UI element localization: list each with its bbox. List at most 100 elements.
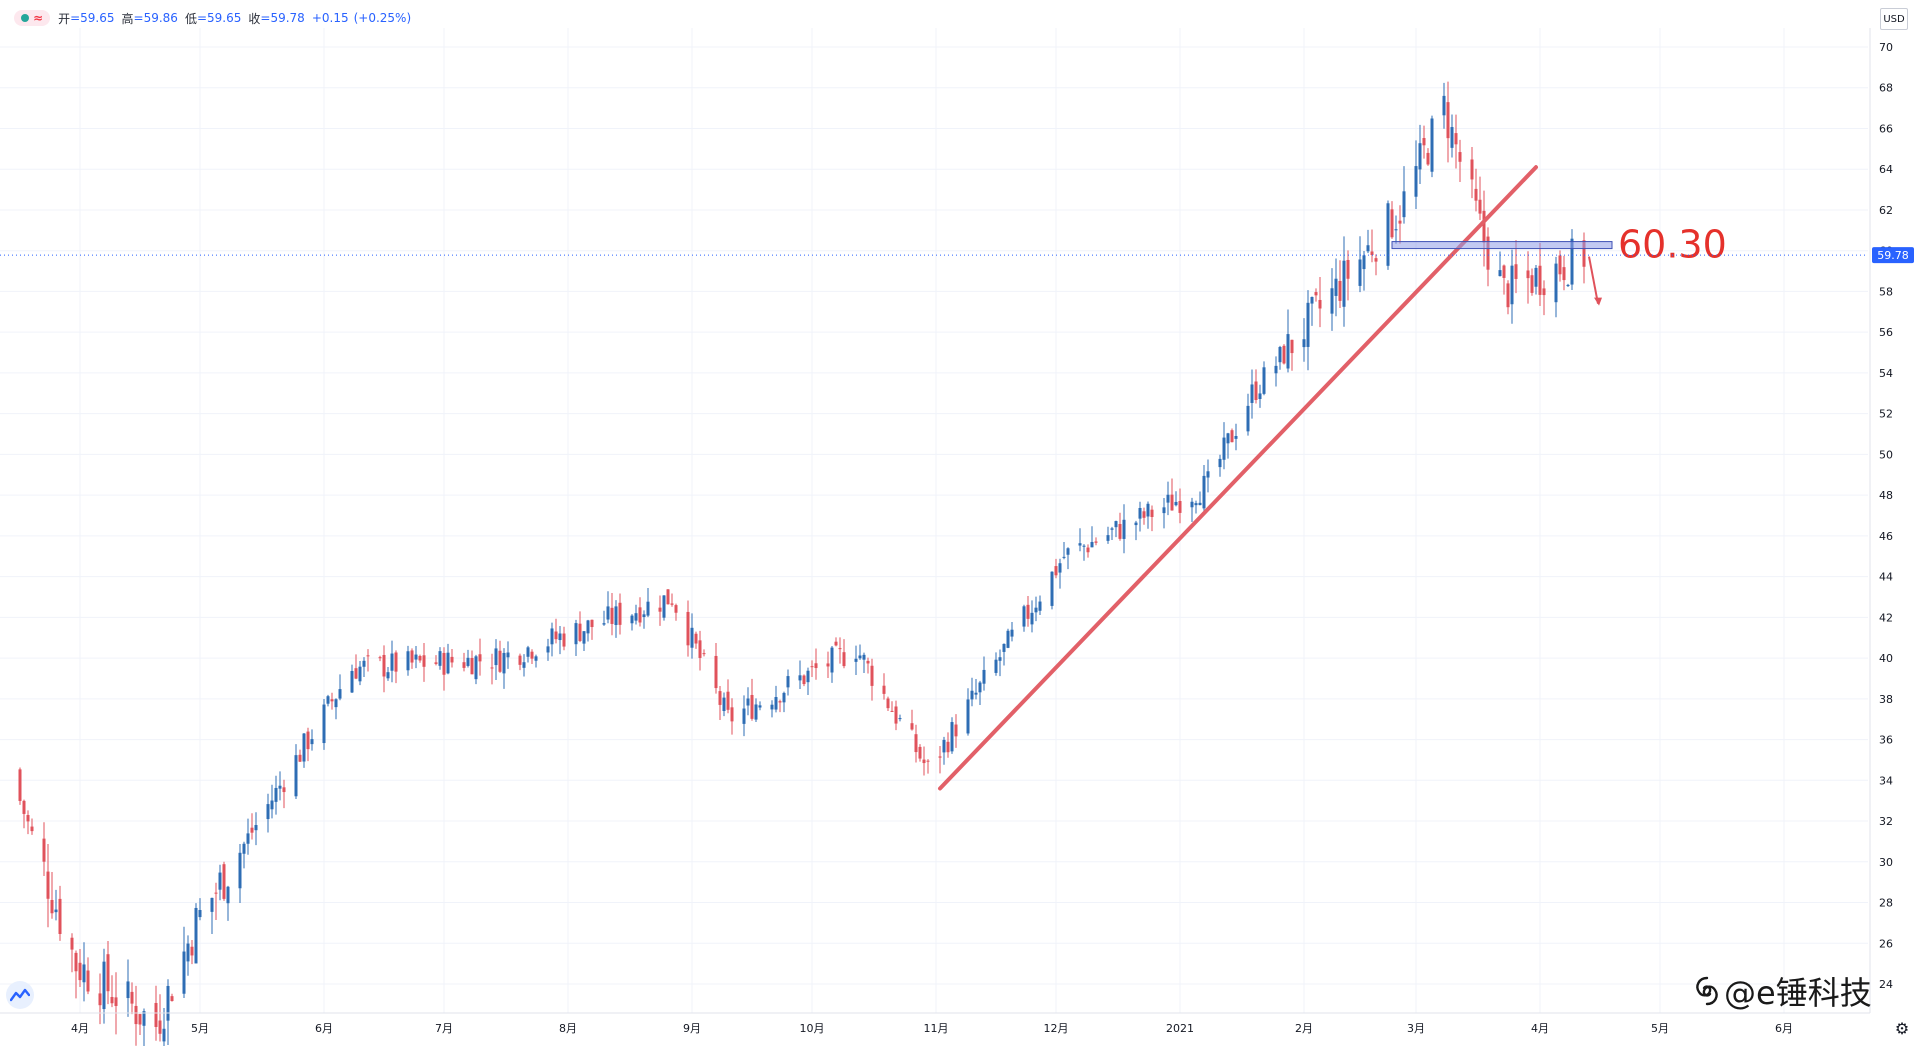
candle-body <box>854 658 858 662</box>
time-tick-label: 2021 <box>1166 1022 1194 1035</box>
candle-body <box>842 652 846 667</box>
candle-body <box>1486 236 1490 270</box>
candle-body <box>1062 556 1066 558</box>
candle-body <box>698 640 702 658</box>
candle-body <box>1198 502 1202 506</box>
candle-body <box>254 825 258 831</box>
candle-body <box>870 665 874 686</box>
candle-body <box>806 670 810 683</box>
candle-body <box>518 655 522 665</box>
candle-body <box>526 647 530 657</box>
candle-body <box>606 606 610 620</box>
open-value: =59.65 <box>70 11 115 25</box>
candle-body <box>506 652 510 658</box>
open-label: 开 <box>58 11 71 26</box>
candle-body <box>58 898 62 934</box>
candle-body <box>294 755 298 797</box>
candle-body <box>1258 393 1262 399</box>
candle-body <box>714 655 718 689</box>
candle-body <box>1194 503 1198 506</box>
candle-body <box>170 996 174 1002</box>
candle-body <box>1134 522 1138 526</box>
time-tick-label: 11月 <box>924 1022 949 1035</box>
candle-body <box>42 838 46 862</box>
candle-body <box>82 964 86 983</box>
candle-body <box>558 633 562 641</box>
time-tick-label: 8月 <box>559 1022 577 1035</box>
candle-body <box>1514 264 1518 279</box>
candle-body <box>1414 166 1418 197</box>
candle-body <box>1054 566 1058 576</box>
candle-body <box>350 670 354 693</box>
candle-body <box>838 648 842 650</box>
currency-button[interactable]: USD <box>1880 8 1908 30</box>
candle-body <box>758 705 762 708</box>
symbol-status[interactable]: ≈ <box>14 10 51 26</box>
price-tick-label: 48 <box>1879 489 1893 502</box>
candle-body <box>322 704 326 744</box>
candle-body <box>1306 302 1310 347</box>
candle-body <box>1022 606 1026 627</box>
candle-body <box>1498 270 1502 277</box>
candle-body <box>1510 265 1514 305</box>
candle-body <box>690 627 694 648</box>
candle-body <box>1170 494 1174 511</box>
candle-body <box>302 733 306 762</box>
candle-body <box>1470 159 1474 180</box>
candle-body <box>890 710 894 712</box>
candle-body <box>882 685 886 694</box>
candle-body <box>1446 102 1450 139</box>
resistance-zone <box>1391 241 1613 250</box>
wave-icon: ≈ <box>33 11 44 25</box>
candle-body <box>1282 345 1286 364</box>
candle-body <box>1122 519 1126 539</box>
candle-body <box>866 660 870 664</box>
candle-body <box>54 909 58 913</box>
candle-body <box>1302 339 1306 348</box>
candle-body <box>642 614 646 618</box>
candle-body <box>1450 127 1454 148</box>
settings-gear-icon[interactable]: ⚙ <box>1894 1018 1910 1038</box>
candle-body <box>134 1005 138 1025</box>
tradingview-logo-icon[interactable] <box>6 981 34 1009</box>
time-axis: 4月 5月 6月 7月 8月 9月 10月 11月 12月 2021 2月 3月 4月 5月 6月 <box>71 1022 1793 1035</box>
candle-body <box>1330 288 1334 314</box>
high-label: 高 <box>121 11 134 26</box>
candle-body <box>362 660 366 667</box>
candle-body <box>1110 528 1114 530</box>
candle-body <box>774 697 778 710</box>
candle-body <box>674 605 678 613</box>
candle-body <box>250 827 254 833</box>
candle-body <box>646 601 650 616</box>
close-value: =59.78 <box>260 11 305 25</box>
time-tick-label: 3月 <box>1407 1022 1425 1035</box>
candle-body <box>478 654 482 662</box>
price-tick-label: 70 <box>1879 41 1893 54</box>
candle-body <box>914 734 918 753</box>
price-tick-label: 54 <box>1879 367 1893 380</box>
candle-body <box>910 723 914 730</box>
candle-body <box>130 991 134 1004</box>
candle-body <box>1278 347 1282 363</box>
candle-body <box>410 650 414 663</box>
candle-body <box>1274 365 1278 374</box>
candle-body <box>718 691 722 705</box>
candle-body <box>1582 240 1586 267</box>
candle-body <box>26 815 30 822</box>
candle-body <box>218 872 222 890</box>
candle-body <box>50 900 54 914</box>
price-tick-label: 30 <box>1879 856 1893 869</box>
candle-body <box>1222 437 1226 460</box>
candle-body <box>886 698 890 709</box>
candle-body <box>1090 541 1094 548</box>
candle-body <box>70 937 74 950</box>
candle-body <box>810 666 814 668</box>
candle-body <box>1118 524 1122 539</box>
candle-body <box>78 962 82 981</box>
candle-body <box>1478 199 1482 214</box>
candle-body <box>442 652 446 675</box>
price-tick-label: 34 <box>1879 774 1893 787</box>
candle-body <box>1218 458 1222 468</box>
candle-body <box>1138 507 1142 519</box>
